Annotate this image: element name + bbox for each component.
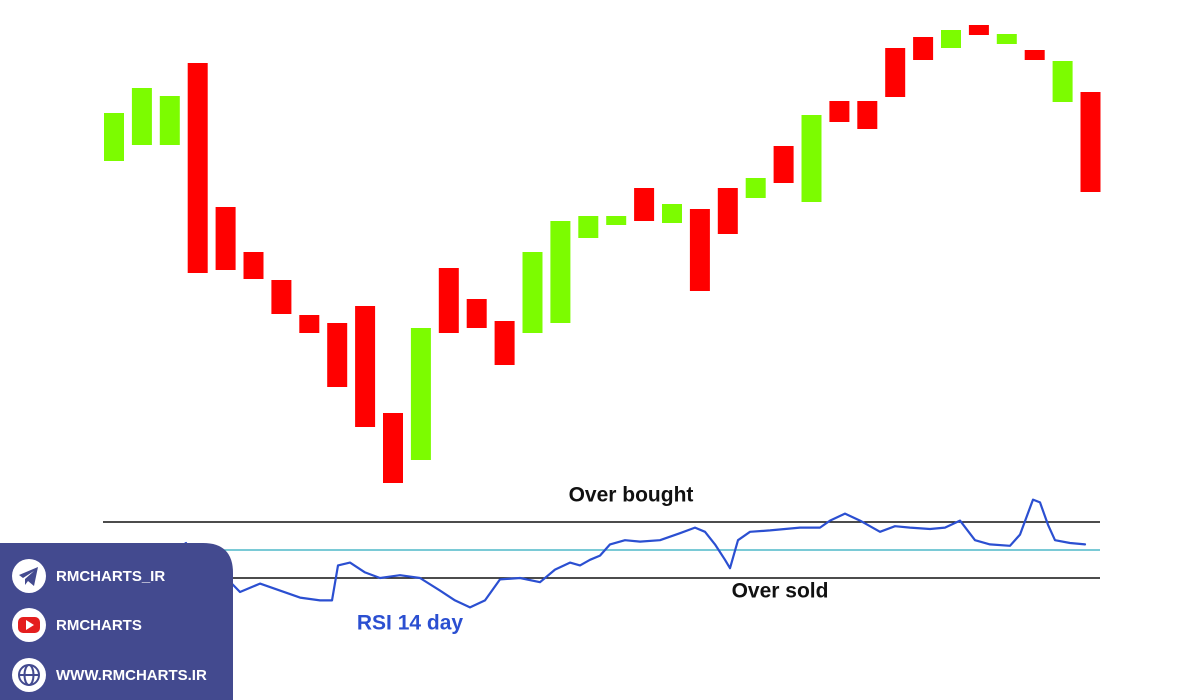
- candle-up: [410, 328, 431, 460]
- candle-down: [299, 315, 320, 333]
- candle-up: [578, 216, 599, 238]
- sidebar: RMCHARTS_IR RMCHARTS WWW.RMCHARTS.IR: [0, 543, 233, 700]
- candle-up: [606, 216, 627, 225]
- candle-down: [968, 25, 989, 35]
- telegram-glyph: [19, 567, 38, 586]
- candle-up: [550, 221, 571, 323]
- candle-down: [494, 321, 515, 365]
- candle-down: [355, 306, 376, 427]
- youtube-play: [26, 620, 34, 630]
- sidebar-item: RMCHARTS_IR: [56, 568, 165, 585]
- sidebar-panel: [0, 543, 233, 700]
- reference-label: Over sold: [732, 580, 829, 603]
- sidebar-item: WWW.RMCHARTS.IR: [56, 667, 207, 684]
- candle-down: [913, 37, 934, 60]
- candle-down: [885, 48, 906, 97]
- candle-down: [634, 188, 655, 221]
- candle-up: [745, 178, 766, 198]
- candle-down: [383, 413, 403, 483]
- candle-down: [187, 63, 208, 273]
- candle-down: [829, 101, 850, 122]
- candle-up: [996, 34, 1017, 44]
- sidebar-item: RMCHARTS: [56, 617, 142, 634]
- candle-down: [1080, 92, 1101, 192]
- candle-up: [131, 88, 152, 145]
- candle-up: [801, 115, 822, 202]
- rsi-line: [103, 498, 1087, 609]
- candle-down: [271, 280, 292, 314]
- plot-area: Over bought Over sold RSI 14 day: [103, 25, 1101, 635]
- candle-down: [717, 188, 738, 234]
- candle-up: [1052, 61, 1073, 102]
- candle-up: [104, 113, 124, 161]
- reference-label: Over bought: [569, 484, 694, 507]
- candle-down: [466, 299, 487, 328]
- candle-down: [689, 209, 710, 291]
- candle-up: [159, 96, 180, 145]
- candle-down: [327, 323, 348, 387]
- candle-down: [857, 101, 878, 129]
- candle-up: [522, 252, 543, 333]
- globe-glyph: [18, 664, 40, 686]
- candle-down: [215, 207, 236, 270]
- candle-down: [243, 252, 264, 279]
- candle-up: [941, 30, 961, 48]
- candle-down: [1024, 50, 1045, 60]
- candle-down: [438, 268, 459, 333]
- candle-down: [773, 146, 794, 183]
- series-label: RSI 14 day: [357, 612, 464, 635]
- candle-up: [662, 204, 682, 223]
